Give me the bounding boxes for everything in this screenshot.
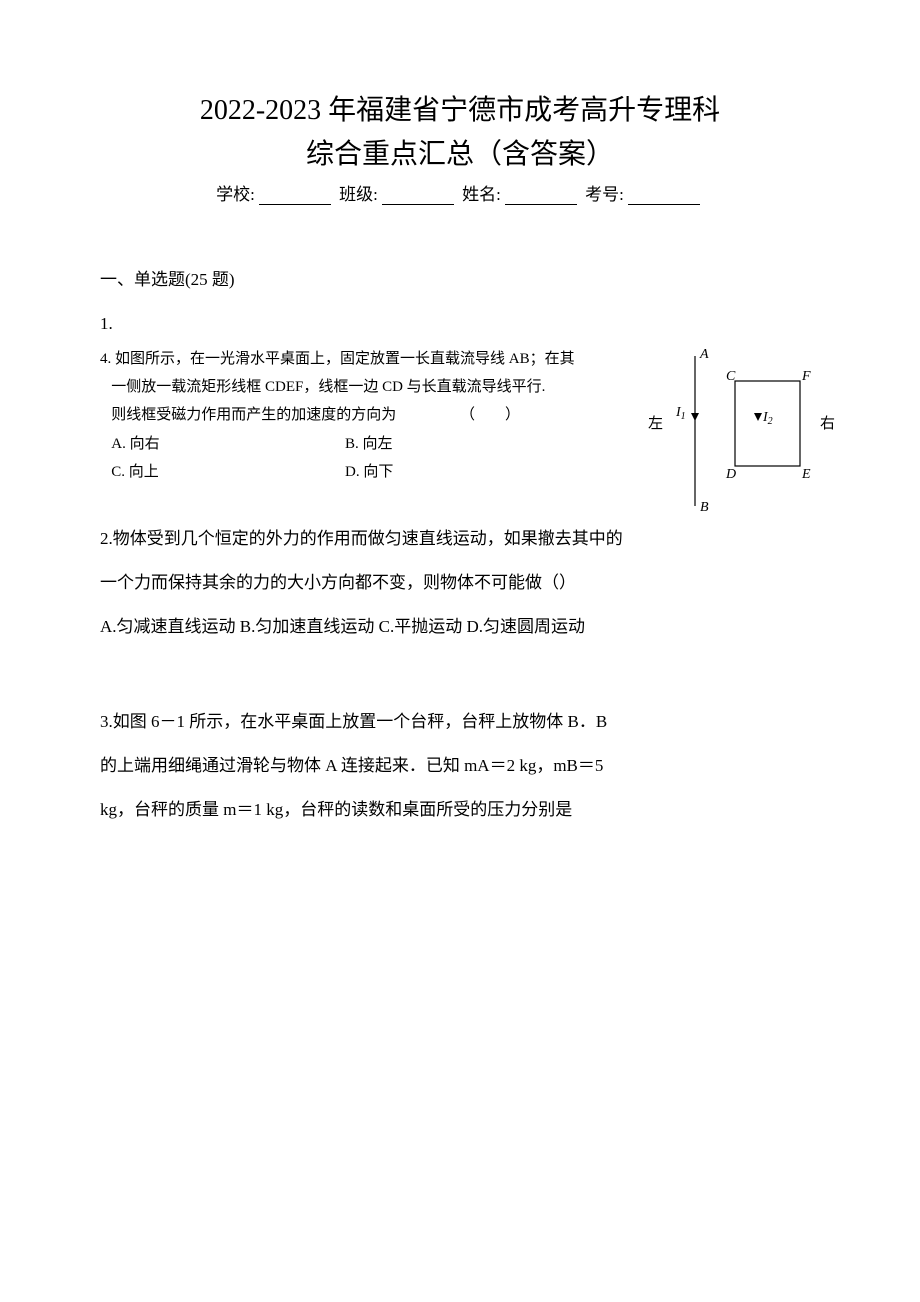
q2-text1: 物体受到几个恒定的外力的作用而做匀速直线运动，如果撤去其中的 bbox=[113, 529, 623, 548]
form-info-row: 学校: 班级: 姓名: 考号: bbox=[100, 180, 820, 205]
q1-embedded-num: 4. bbox=[100, 351, 111, 367]
q1-number: 1. bbox=[100, 314, 113, 333]
school-label: 学校: bbox=[216, 185, 255, 204]
class-label: 班级: bbox=[339, 185, 378, 204]
school-blank bbox=[259, 187, 331, 205]
q3-text2: 的上端用细绳通过滑轮与物体 A 连接起来．已知 mA＝2 kg，mB＝5 bbox=[100, 756, 603, 775]
q2-options: A.匀减速直线运动 B.匀加速直线运动 C.平抛运动 D.匀速圆周运动 bbox=[100, 617, 585, 636]
arrow-i1 bbox=[691, 413, 699, 421]
q1-embedded-body: 4. 如图所示，在一光滑水平桌面上，固定放置一长直载流导线 AB；在其 一侧放一… bbox=[100, 346, 600, 429]
section-header: 一、单选题(25 题) bbox=[100, 265, 820, 290]
title-line-2: 综合重点汇总（含答案） bbox=[100, 132, 820, 172]
q1-line2: 一侧放一载流矩形线框 CDEF，线框一边 CD 与长直载流导线平行. bbox=[111, 379, 545, 395]
q2-text2: 一个力而保持其余的力的大小方向都不变，则物体不可能做（） bbox=[100, 573, 576, 592]
label-B: B bbox=[700, 500, 709, 515]
examno-label: 考号: bbox=[585, 185, 624, 204]
q2-number: 2. bbox=[100, 529, 113, 548]
spacer bbox=[100, 650, 820, 700]
question-2: 2.物体受到几个恒定的外力的作用而做匀速直线运动，如果撤去其中的 一个力而保持其… bbox=[100, 517, 820, 650]
label-A: A bbox=[699, 347, 709, 362]
name-blank bbox=[505, 187, 577, 205]
label-E: E bbox=[801, 467, 811, 482]
label-left: 左 bbox=[648, 415, 663, 432]
q1-optA: A. 向右 bbox=[111, 431, 341, 459]
label-F: F bbox=[801, 369, 811, 384]
q1-optB: B. 向左 bbox=[345, 431, 575, 459]
label-C: C bbox=[726, 369, 736, 384]
class-blank bbox=[382, 187, 454, 205]
q3-number: 3. bbox=[100, 712, 113, 731]
q1-embedded: 4. 如图所示，在一光滑水平桌面上，固定放置一长直载流导线 AB；在其 一侧放一… bbox=[100, 346, 820, 487]
name-label: 姓名: bbox=[462, 185, 501, 204]
label-I1: I1 bbox=[675, 405, 686, 422]
q1-line1: 如图所示，在一光滑水平桌面上，固定放置一长直载流导线 AB；在其 bbox=[115, 351, 575, 367]
title-line-1: 2022-2023 年福建省宁德市成考高升专理科 bbox=[100, 90, 820, 132]
label-right: 右 bbox=[820, 415, 835, 432]
label-D: D bbox=[725, 467, 736, 482]
arrow-i2 bbox=[754, 413, 762, 421]
q1-line3: 则线框受磁力作用而产生的加速度的方向为 bbox=[111, 407, 396, 423]
examno-blank bbox=[628, 187, 700, 205]
q1-optC: C. 向上 bbox=[111, 459, 341, 487]
question-3: 3.如图 6－1 所示，在水平桌面上放置一个台秤，台秤上放物体 B．B 的上端用… bbox=[100, 700, 820, 833]
q1-paren: （ ） bbox=[460, 407, 520, 423]
q1-diagram: A B I1 C F D E I2 左 右 bbox=[640, 346, 840, 516]
label-I2: I2 bbox=[762, 410, 773, 427]
q1-optD: D. 向下 bbox=[345, 459, 575, 487]
q3-text3: kg，台秤的质量 m＝1 kg，台秤的读数和桌面所受的压力分别是 bbox=[100, 800, 572, 819]
question-1: 1. 4. 如图所示，在一光滑水平桌面上，固定放置一长直载流导线 AB；在其 一… bbox=[100, 302, 820, 487]
q3-text1: 如图 6－1 所示，在水平桌面上放置一个台秤，台秤上放物体 B．B bbox=[113, 712, 607, 731]
